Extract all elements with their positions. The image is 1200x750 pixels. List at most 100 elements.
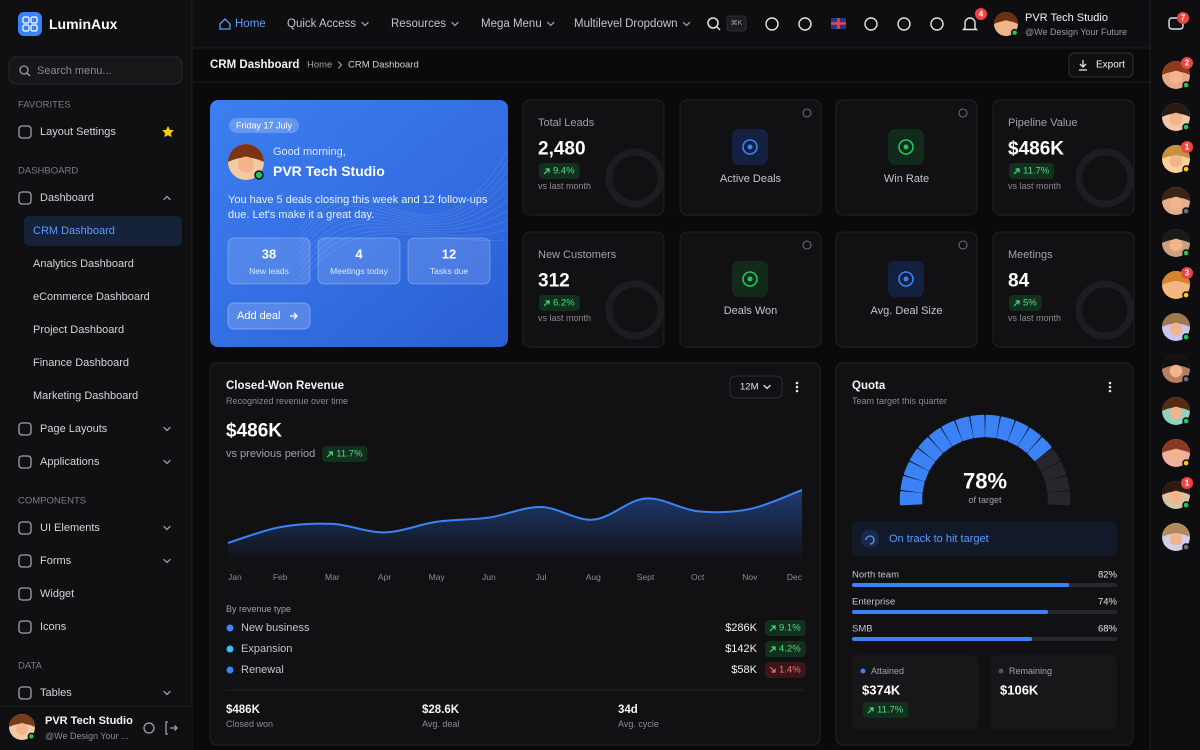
export-label[interactable]: Export bbox=[1096, 60, 1125, 71]
status-dot bbox=[1182, 501, 1190, 509]
up-arrow-icon bbox=[543, 168, 550, 175]
up-arrow-icon bbox=[867, 707, 874, 714]
refresh-icon[interactable] bbox=[958, 108, 968, 118]
kebab-icon bbox=[1108, 389, 1112, 393]
menu-item[interactable]: Icons bbox=[40, 621, 67, 633]
search-icon bbox=[716, 26, 721, 31]
brightness-icon[interactable] bbox=[930, 17, 944, 31]
add-deal-button[interactable] bbox=[227, 302, 311, 330]
gauge-value: 78% bbox=[963, 469, 1007, 494]
section-title: DASHBOARD bbox=[18, 166, 78, 177]
avatar-face bbox=[1169, 490, 1183, 504]
badge bbox=[1181, 141, 1193, 153]
breakdown-name: Renewal bbox=[241, 664, 284, 676]
chevron-icon bbox=[163, 426, 171, 432]
menu-item[interactable]: Marketing Dashboard bbox=[33, 390, 138, 402]
legend-dot bbox=[226, 666, 234, 674]
menu-item[interactable]: Forms bbox=[40, 555, 72, 567]
progress-bar bbox=[852, 637, 1033, 641]
search-box[interactable] bbox=[8, 56, 183, 85]
refresh-icon[interactable] bbox=[802, 240, 812, 250]
change-value: 11.7% bbox=[1023, 166, 1050, 177]
menu-icon bbox=[18, 191, 32, 205]
menu-item[interactable]: Finance Dashboard bbox=[33, 357, 129, 369]
menu-item[interactable]: Applications bbox=[40, 456, 100, 468]
chevron-icon bbox=[163, 690, 171, 696]
menu-item[interactable]: Widget bbox=[40, 588, 74, 600]
menu-item[interactable]: Tables bbox=[40, 687, 72, 699]
gauge-segment bbox=[970, 414, 985, 439]
breakdown-amount: $142K bbox=[725, 643, 757, 655]
kpi-watermark bbox=[605, 280, 665, 340]
apps-icon[interactable] bbox=[798, 17, 812, 31]
kpi-value: $486K bbox=[1008, 139, 1064, 160]
avatar-face bbox=[1169, 406, 1183, 420]
change-pill bbox=[863, 702, 909, 718]
gauge-segment bbox=[955, 416, 974, 441]
nav-item[interactable]: Quick Access bbox=[287, 18, 356, 30]
team-percent: 82% bbox=[1098, 570, 1118, 581]
tile-label: Deals Won bbox=[724, 305, 778, 317]
up-arrow-icon bbox=[769, 646, 776, 653]
nav-item[interactable]: Home bbox=[235, 18, 266, 30]
nav-item[interactable]: Mega Menu bbox=[481, 18, 542, 30]
status-icon bbox=[861, 529, 879, 548]
change-pill bbox=[322, 446, 368, 462]
stat-value: 4 bbox=[355, 247, 363, 262]
progress-bar bbox=[852, 583, 1070, 587]
menu-item[interactable]: Page Layouts bbox=[40, 423, 108, 435]
x-tick-label: Mar bbox=[325, 572, 340, 582]
section-title: COMPONENTS bbox=[18, 496, 86, 507]
status-dot bbox=[1182, 123, 1190, 131]
avatar-face bbox=[1169, 322, 1183, 336]
avatar-face bbox=[1169, 196, 1183, 210]
page-title: CRM Dashboard bbox=[210, 59, 299, 71]
export-button[interactable] bbox=[1068, 52, 1134, 78]
kpi-title: New Customers bbox=[538, 249, 617, 261]
gauge-segment bbox=[899, 491, 923, 506]
up-arrow-icon bbox=[326, 451, 333, 458]
menu-item[interactable]: Analytics Dashboard bbox=[33, 258, 134, 270]
up-arrow-icon bbox=[543, 300, 550, 307]
menu-item[interactable]: Dashboard bbox=[40, 192, 94, 204]
status-dot bbox=[1182, 249, 1190, 257]
breadcrumb-link[interactable]: Home bbox=[307, 60, 332, 71]
menu-item[interactable]: Project Dashboard bbox=[33, 324, 124, 336]
refresh-icon[interactable] bbox=[958, 240, 968, 250]
progress-bar bbox=[852, 610, 1049, 614]
x-tick-label: Oct bbox=[691, 572, 705, 582]
menu-item[interactable]: eCommerce Dashboard bbox=[33, 291, 150, 303]
tile-icon bbox=[903, 276, 909, 282]
add-deal-label[interactable]: Add deal bbox=[237, 310, 280, 322]
settings-icon[interactable] bbox=[897, 17, 911, 31]
chevron-icon bbox=[451, 21, 459, 27]
nav-item[interactable]: Resources bbox=[391, 18, 446, 30]
card-subtitle: Recognized revenue over time bbox=[226, 396, 348, 406]
breakdown-name: New business bbox=[241, 622, 310, 634]
badge-count: 7 bbox=[1181, 14, 1186, 23]
theme-icon[interactable] bbox=[765, 17, 779, 31]
wave-decoration bbox=[299, 209, 509, 267]
status-dot bbox=[1182, 459, 1190, 467]
breakdown-amount: $58K bbox=[731, 664, 757, 676]
menu-item[interactable]: CRM Dashboard bbox=[33, 225, 115, 237]
change-value: 5% bbox=[1023, 298, 1037, 309]
bell-icon bbox=[961, 17, 979, 31]
menu-item[interactable]: Layout Settings bbox=[40, 126, 116, 138]
fullscreen-icon[interactable] bbox=[864, 17, 878, 31]
team-percent: 74% bbox=[1098, 597, 1118, 608]
badge bbox=[1177, 12, 1189, 24]
greeting: Good morning, bbox=[273, 146, 346, 158]
avatar-face bbox=[1169, 154, 1183, 168]
menu-item[interactable]: UI Elements bbox=[40, 522, 100, 534]
menu-icon bbox=[18, 455, 32, 469]
refresh-icon[interactable] bbox=[802, 108, 812, 118]
nav-item[interactable]: Multilevel Dropdown bbox=[574, 18, 678, 30]
search-placeholder[interactable]: Search menu... bbox=[37, 65, 112, 77]
active-item-bg bbox=[24, 216, 182, 246]
shortcut-label: ⌘K bbox=[731, 19, 743, 27]
wave-decoration bbox=[299, 229, 509, 279]
range-select[interactable] bbox=[729, 375, 783, 399]
change-value: 9.1% bbox=[779, 623, 801, 634]
range-label[interactable]: 12M bbox=[740, 382, 759, 393]
